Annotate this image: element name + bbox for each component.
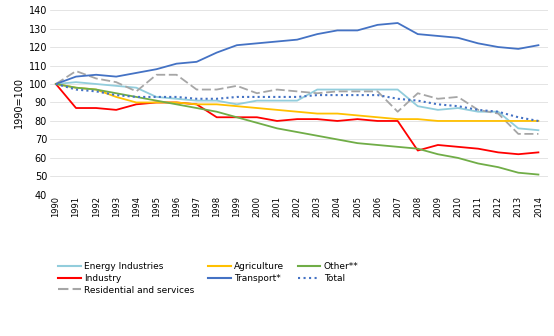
Legend: Energy Industries, Industry, Residential and services, Agriculture, Transport*, : Energy Industries, Industry, Residential…: [54, 258, 362, 298]
Y-axis label: 1990=100: 1990=100: [14, 77, 24, 128]
